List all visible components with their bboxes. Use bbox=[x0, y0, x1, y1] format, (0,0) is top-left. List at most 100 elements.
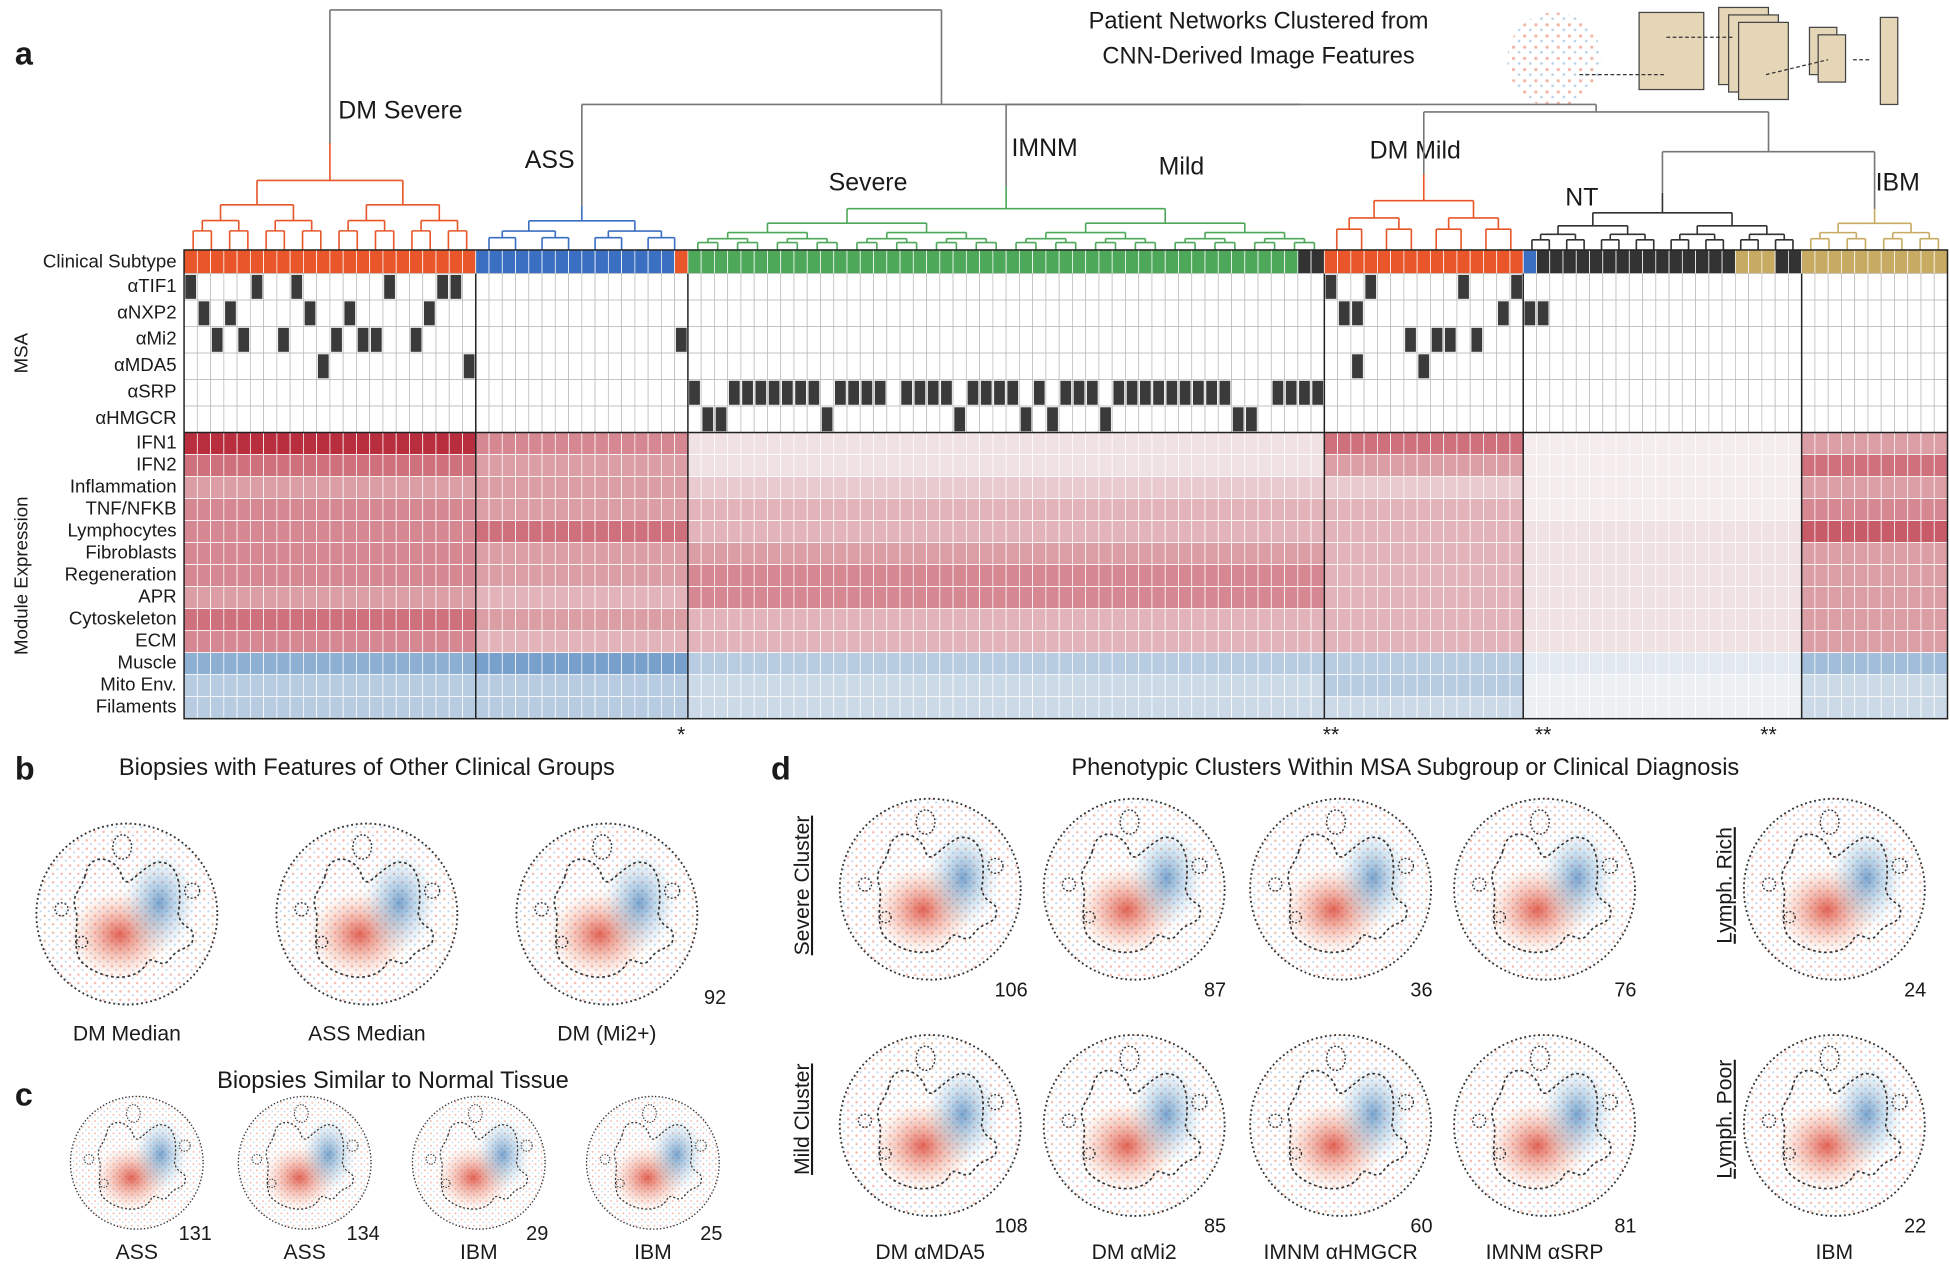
msa-grid-cell bbox=[1323, 379, 1338, 407]
msa-grid-cell bbox=[1376, 352, 1392, 380]
msa-positive bbox=[821, 407, 833, 432]
expression-cell bbox=[1337, 564, 1352, 587]
expression-cell bbox=[1867, 630, 1882, 654]
expression-cell bbox=[1005, 586, 1020, 609]
msa-grid-cell bbox=[1151, 405, 1166, 433]
expression-cell bbox=[1695, 652, 1710, 676]
expression-cell bbox=[422, 520, 437, 543]
expression-cell bbox=[607, 608, 622, 632]
expression-cell bbox=[329, 630, 344, 654]
expression-cell bbox=[462, 476, 477, 499]
expression-cell bbox=[342, 542, 357, 565]
msa-grid-cell bbox=[833, 405, 848, 433]
expression-cell bbox=[1562, 630, 1577, 654]
msa-grid-cell bbox=[952, 299, 967, 327]
msa-grid-cell bbox=[820, 273, 835, 301]
expression-cell bbox=[674, 520, 689, 543]
expression-cell bbox=[700, 432, 715, 455]
msa-grid-cell bbox=[1907, 273, 1922, 301]
expression-cell bbox=[316, 630, 331, 654]
msa-grid-cell bbox=[342, 379, 357, 407]
expression-cell bbox=[541, 608, 556, 632]
msa-grid-cell bbox=[515, 273, 530, 301]
msa-grid-cell bbox=[263, 405, 278, 433]
expression-cell bbox=[1536, 564, 1551, 587]
expression-cell bbox=[316, 520, 331, 543]
expression-cell bbox=[369, 630, 384, 654]
expression-cell bbox=[475, 674, 490, 698]
subtype-cell bbox=[1841, 249, 1856, 274]
expression-cell bbox=[1774, 586, 1789, 609]
expression-cell bbox=[607, 498, 622, 521]
msa-grid-cell bbox=[1933, 299, 1948, 327]
expression-cell bbox=[1788, 674, 1803, 698]
msa-grid-cell bbox=[382, 405, 397, 433]
expression-cell bbox=[1350, 432, 1365, 455]
msa-grid-cell bbox=[1615, 405, 1630, 433]
subtype-cell bbox=[1880, 249, 1895, 274]
column-label: IMNM αSRP bbox=[1486, 1241, 1604, 1264]
expression-cell bbox=[1138, 520, 1153, 543]
msa-grid-cell bbox=[1469, 405, 1484, 433]
expression-cell bbox=[1681, 476, 1696, 499]
expression-cell bbox=[382, 696, 397, 720]
msa-grid-cell bbox=[965, 405, 980, 433]
expression-cell bbox=[1615, 454, 1630, 477]
expression-cell bbox=[1045, 652, 1060, 676]
expression-cell bbox=[1788, 564, 1803, 587]
expression-cell bbox=[634, 564, 649, 587]
expression-cell bbox=[1549, 630, 1564, 654]
expression-cell bbox=[1323, 498, 1338, 521]
msa-grid-cell bbox=[1138, 299, 1153, 327]
expression-cell bbox=[1867, 454, 1882, 477]
expression-cell bbox=[1430, 476, 1445, 499]
msa-grid-cell bbox=[607, 326, 622, 354]
msa-positive bbox=[702, 407, 714, 432]
expression-cell bbox=[1151, 586, 1166, 609]
expression-cell bbox=[395, 498, 410, 521]
expression-cell bbox=[1204, 674, 1219, 698]
expression-cell bbox=[1257, 476, 1272, 499]
msa-grid-cell bbox=[1363, 299, 1378, 327]
subtype-cell bbox=[714, 249, 729, 274]
expression-cell bbox=[1111, 432, 1126, 455]
cluster-label: NT bbox=[1565, 184, 1598, 212]
row-label: αNXP2 bbox=[117, 301, 176, 322]
expression-cell bbox=[422, 564, 437, 587]
expression-cell bbox=[196, 586, 211, 609]
msa-grid-cell bbox=[1668, 326, 1683, 354]
expression-cell bbox=[356, 630, 371, 654]
expression-cell bbox=[1496, 696, 1511, 720]
expression-cell bbox=[806, 652, 821, 676]
expression-cell bbox=[1814, 520, 1829, 543]
msa-grid-cell bbox=[899, 273, 914, 301]
msa-grid-cell bbox=[1628, 326, 1643, 354]
expression-cell bbox=[554, 608, 569, 632]
expression-cell bbox=[979, 608, 994, 632]
msa-grid-cell bbox=[1854, 273, 1869, 301]
expression-cell bbox=[263, 674, 278, 698]
expression-cell bbox=[1390, 520, 1405, 543]
msa-positive bbox=[1352, 354, 1363, 379]
expression-cell bbox=[1880, 652, 1895, 676]
expression-cell bbox=[541, 696, 556, 720]
significance-mark: ** bbox=[1760, 724, 1776, 747]
expression-cell bbox=[1827, 696, 1842, 720]
msa-grid-cell bbox=[1337, 352, 1352, 380]
expression-cell bbox=[196, 520, 211, 543]
expression-cell bbox=[700, 630, 715, 654]
subtype-cell bbox=[1774, 249, 1789, 274]
msa-positive bbox=[728, 380, 740, 405]
msa-grid-cell bbox=[1788, 379, 1803, 407]
expression-cell bbox=[1085, 652, 1100, 676]
expression-cell bbox=[475, 630, 490, 654]
msa-grid-cell bbox=[1323, 326, 1338, 354]
expression-cell bbox=[1310, 564, 1325, 587]
expression-cell bbox=[607, 454, 622, 477]
msa-grid-cell bbox=[1854, 405, 1869, 433]
expression-cell bbox=[581, 476, 596, 499]
msa-grid-cell bbox=[1363, 405, 1378, 433]
expression-cell bbox=[1310, 630, 1325, 654]
subtype-cell bbox=[1628, 249, 1643, 274]
expression-cell bbox=[886, 608, 901, 632]
